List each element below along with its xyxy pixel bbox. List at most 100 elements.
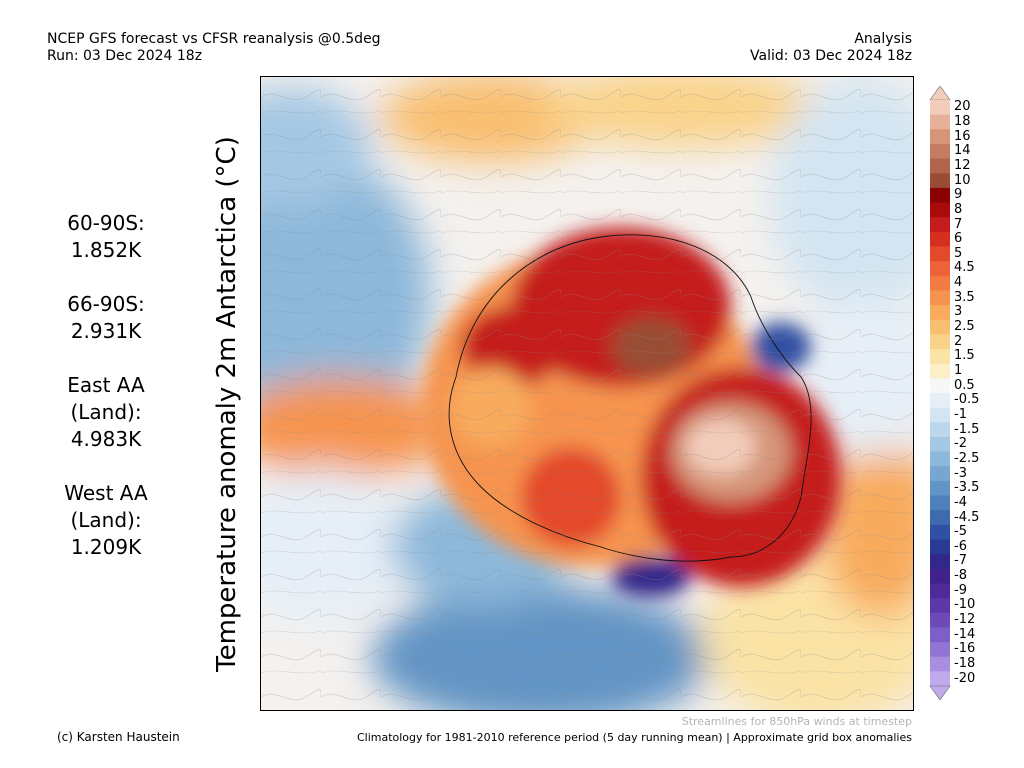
colorbar-bottom-arrow — [929, 685, 951, 700]
colorbar-segment — [930, 349, 950, 365]
colorbar-tick-label: 10 — [954, 172, 971, 188]
axis-title: Temperature anomaly 2m Antarctica (°C) — [212, 136, 242, 672]
colorbar-tick-label: -6 — [954, 538, 967, 554]
colorbar-segment — [930, 217, 950, 233]
colorbar-tick-label: -1.5 — [954, 421, 980, 437]
colorbar-segment — [930, 436, 950, 453]
colorbar-segment — [930, 231, 950, 247]
stat-value: 1.852K — [70, 238, 142, 262]
colorbar-tick-label: -14 — [954, 626, 976, 642]
analysis-label: Analysis — [854, 31, 912, 47]
anomaly-map-svg — [261, 77, 913, 710]
stat-label: 60-90S: — [67, 211, 145, 235]
colorbar-tick-label: 0.5 — [954, 377, 975, 393]
colorbar-segment — [930, 451, 950, 467]
colorbar-tick-label: -2.5 — [954, 450, 980, 466]
colorbar-segment — [930, 187, 950, 204]
stat-60-90s: 60-90S: 1.852K — [46, 210, 166, 264]
colorbar-segment — [930, 393, 950, 409]
colorbar-tick-label: -20 — [954, 670, 976, 686]
colorbar — [929, 86, 951, 700]
colorbar-segment — [930, 173, 950, 189]
colorbar-segment — [930, 568, 950, 584]
colorbar-tick-label: 3 — [954, 304, 963, 320]
colorbar-segment — [930, 114, 950, 130]
valid-time: Valid: 03 Dec 2024 18z — [750, 48, 912, 64]
colorbar-tick-label: 1.5 — [954, 348, 975, 364]
colorbar-segment — [930, 466, 950, 482]
colorbar-segment — [930, 158, 950, 174]
colorbar-tick-label: -18 — [954, 656, 976, 672]
colorbar-segment — [930, 378, 950, 394]
colorbar-tick-label: 14 — [954, 143, 971, 159]
stat-66-90s: 66-90S: 2.931K — [46, 291, 166, 345]
colorbar-tick-label: -5 — [954, 524, 967, 540]
colorbar-tick-label: 4 — [954, 275, 963, 291]
colorbar-tick-label: -0.5 — [954, 392, 980, 408]
colorbar-segment — [930, 261, 950, 277]
header-right: Analysis Valid: 03 Dec 2024 18z — [750, 31, 912, 65]
colorbar-segment — [930, 495, 950, 511]
colorbar-segment — [930, 129, 950, 145]
stat-value: 2.931K — [70, 319, 142, 343]
colorbar-tick-label: -4 — [954, 494, 967, 510]
colorbar-segment — [930, 290, 950, 306]
colorbar-tick-label: 6 — [954, 231, 963, 247]
colorbar-segment — [930, 539, 950, 555]
colorbar-tick-label: 5 — [954, 245, 963, 261]
colorbar-tick-label: -10 — [954, 597, 976, 613]
colorbar-tick-label: 2 — [954, 333, 963, 349]
colorbar-segment — [930, 642, 950, 658]
colorbar-tick-label: 12 — [954, 157, 971, 173]
colorbar-segment — [930, 524, 950, 540]
colorbar-tick-label: -16 — [954, 641, 976, 657]
colorbar-segment — [930, 305, 950, 321]
colorbar-segment — [930, 554, 950, 570]
colorbar-segment — [930, 334, 950, 350]
stat-label: 66-90S: — [67, 292, 145, 316]
colorbar-tick-label: -3.5 — [954, 480, 980, 496]
colorbar-segment — [930, 143, 950, 160]
chart-title: NCEP GFS forecast vs CFSR reanalysis @0.… — [47, 31, 381, 47]
colorbar-segment — [930, 246, 950, 262]
stat-east-aa: East AA (Land): 4.983K — [46, 372, 166, 453]
colorbar-segment — [930, 656, 950, 672]
colorbar-segment — [930, 422, 950, 438]
colorbar-segment — [930, 100, 950, 116]
colorbar-tick-label: 16 — [954, 128, 971, 144]
colorbar-tick-label: -1 — [954, 406, 967, 422]
colorbar-segment — [930, 319, 950, 335]
colorbar-segment — [930, 275, 950, 291]
anomaly-stats: 60-90S: 1.852K 66-90S: 2.931K East AA (L… — [46, 210, 166, 588]
colorbar-tick-label: -12 — [954, 612, 976, 628]
colorbar-tick-label: 4.5 — [954, 260, 975, 276]
colorbar-segment — [930, 510, 950, 526]
colorbar-tick-label: -4.5 — [954, 509, 980, 525]
colorbar-tick-label: 20 — [954, 99, 971, 115]
header-left: NCEP GFS forecast vs CFSR reanalysis @0.… — [47, 31, 381, 65]
colorbar-tick-label: 9 — [954, 187, 963, 203]
colorbar-segment — [930, 480, 950, 497]
climatology-note: Climatology for 1981-2010 reference peri… — [356, 731, 912, 744]
colorbar-segment — [930, 598, 950, 614]
colorbar-tick-label: -8 — [954, 568, 967, 584]
colorbar-top-arrow — [929, 86, 951, 101]
colorbar-segment — [930, 583, 950, 599]
stat-value: 4.983K — [70, 427, 142, 451]
credit: (c) Karsten Haustein — [57, 730, 180, 744]
colorbar-segment — [930, 202, 950, 218]
stat-label: West AA (Land): — [64, 481, 148, 532]
colorbar-segment — [930, 407, 950, 423]
colorbar-tick-label: 8 — [954, 201, 963, 217]
colorbar-tick-label: -9 — [954, 582, 967, 598]
run-time: Run: 03 Dec 2024 18z — [47, 48, 203, 64]
colorbar-segment — [930, 363, 950, 379]
colorbar-segment — [930, 627, 950, 643]
streamline-note: Streamlines for 850hPa winds at timestep — [681, 715, 912, 728]
colorbar-tick-label: -7 — [954, 553, 967, 569]
colorbar-segment — [930, 671, 950, 687]
colorbar-tick-label: 1 — [954, 363, 963, 379]
colorbar-tick-label: 7 — [954, 216, 963, 232]
stat-value: 1.209K — [70, 535, 142, 559]
anomaly-map[interactable] — [260, 76, 914, 711]
